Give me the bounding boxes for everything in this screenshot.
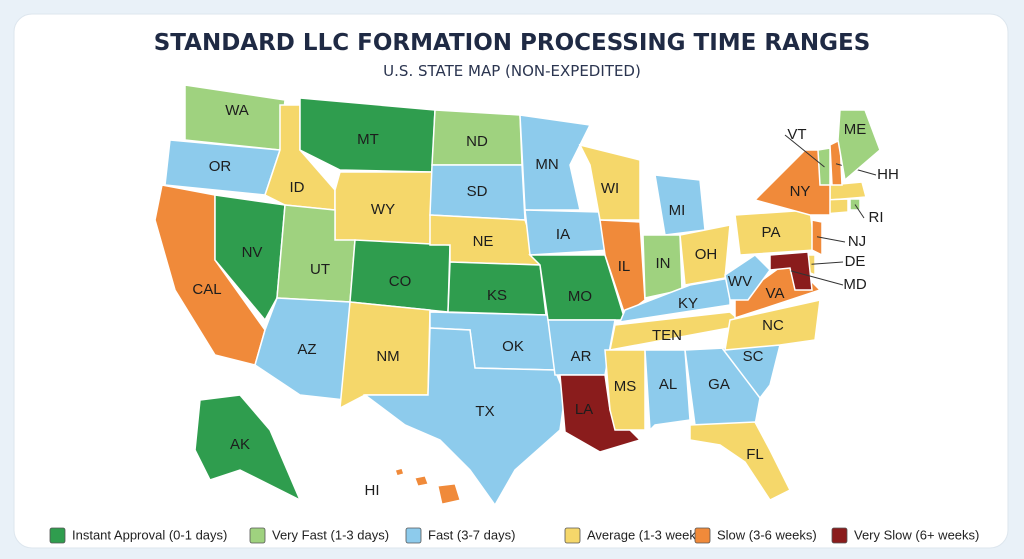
state-label: FL xyxy=(746,446,764,463)
state-label: MI xyxy=(669,202,686,219)
state-label: IN xyxy=(656,255,671,272)
state-label: RI xyxy=(869,209,884,226)
state-label: HH xyxy=(877,166,899,183)
state-label: UT xyxy=(310,261,330,278)
legend-swatch xyxy=(831,527,848,544)
subtitle: U.S. STATE MAP (NON-EXPEDITED) xyxy=(383,62,641,80)
leader-line xyxy=(811,261,844,265)
state-shape xyxy=(724,254,771,301)
state-label: WI xyxy=(601,180,619,197)
legend-label: Average (1-3 weeks) xyxy=(587,527,707,542)
state-label: MN xyxy=(535,156,558,173)
legend: Instant Approval (0-1 days) Very Fast (1-… xyxy=(49,527,979,544)
state-shape xyxy=(414,475,429,487)
state-label: MS xyxy=(614,378,637,395)
state-label: AR xyxy=(571,348,592,365)
legend-swatch xyxy=(405,527,422,544)
state-label: LA xyxy=(575,401,593,418)
legend-swatch xyxy=(49,527,66,544)
state-shape xyxy=(299,97,436,173)
state-label: DE xyxy=(845,253,866,270)
state-shape xyxy=(214,194,286,322)
legend-label: Very Slow (6+ weeks) xyxy=(854,527,979,542)
state-label: TX xyxy=(475,403,494,420)
state-label: WA xyxy=(225,102,249,119)
state-label: MO xyxy=(568,288,592,305)
state-shape xyxy=(519,114,592,211)
state-shape xyxy=(604,349,646,431)
legend-label: Instant Approval (0-1 days) xyxy=(72,527,227,542)
state-label: HI xyxy=(365,482,380,499)
state-label: CAL xyxy=(192,281,221,298)
state-shape xyxy=(362,327,566,507)
state-label: AL xyxy=(659,376,677,393)
legend-label: Slow (3-6 weeks) xyxy=(717,527,817,542)
state-shape xyxy=(578,143,641,221)
leader-line xyxy=(854,204,865,219)
state-label: NE xyxy=(473,233,494,250)
legend-swatch xyxy=(694,527,711,544)
state-label: CO xyxy=(389,273,412,290)
state-shape xyxy=(689,421,792,501)
state-shape xyxy=(437,483,461,505)
state-shape xyxy=(194,394,302,502)
state-label: KY xyxy=(678,295,698,312)
state-label: ME xyxy=(844,121,867,138)
state-label: KS xyxy=(487,287,507,304)
state-shape xyxy=(811,219,823,257)
leader-line xyxy=(790,270,844,286)
state-shape xyxy=(684,347,761,426)
state-label: ND xyxy=(466,133,488,150)
state-label: MT xyxy=(357,131,379,148)
state-shape xyxy=(394,467,405,477)
leader-line xyxy=(784,134,825,168)
state-label: NV xyxy=(242,244,263,261)
state-label: IL xyxy=(618,258,631,275)
state-label: SD xyxy=(467,183,488,200)
state-label: NY xyxy=(790,183,811,200)
state-label: OK xyxy=(502,338,524,355)
state-label: WY xyxy=(371,201,395,218)
state-label: TEN xyxy=(652,327,682,344)
leader-line xyxy=(816,236,846,243)
state-label: VT xyxy=(787,126,806,143)
legend-swatch xyxy=(249,527,266,544)
state-label: NM xyxy=(376,348,399,365)
state-label: PA xyxy=(762,224,781,241)
legend-swatch xyxy=(564,527,581,544)
state-label: OH xyxy=(695,246,718,263)
state-label: NC xyxy=(762,317,784,334)
state-label: ID xyxy=(290,179,305,196)
state-label: SC xyxy=(743,348,764,365)
legend-label: Fast (3-7 days) xyxy=(428,527,515,542)
state-label: VA xyxy=(766,285,785,302)
state-label: GA xyxy=(708,376,730,393)
state-shape xyxy=(837,109,881,182)
title: STANDARD LLC FORMATION PROCESSING TIME R… xyxy=(154,30,871,56)
state-label: NJ xyxy=(848,233,866,250)
state-label: MD xyxy=(843,276,866,293)
state-label: WV xyxy=(728,273,752,290)
legend-label: Very Fast (1-3 days) xyxy=(272,527,389,542)
state-shape xyxy=(644,349,691,432)
states: WA OR CAL NV ID MT WY UT AZ CO NM ND SD NE KS OK TX MN IA M… xyxy=(154,84,899,507)
state-shape xyxy=(724,299,821,351)
state-label: IA xyxy=(556,226,570,243)
state-label: AZ xyxy=(297,341,316,358)
state-label: AK xyxy=(230,436,250,453)
state-shape xyxy=(829,138,843,186)
state-shape xyxy=(559,374,642,453)
state-label: OR xyxy=(209,158,232,175)
